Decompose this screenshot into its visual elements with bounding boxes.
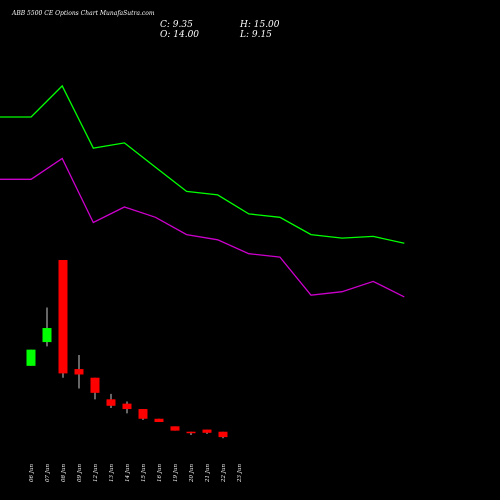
candle-20-jun xyxy=(186,431,196,435)
candle-15-jun xyxy=(138,409,148,420)
upper-band-line xyxy=(0,84,405,244)
candle-body xyxy=(26,349,36,366)
x-tick-label: 08 Jun xyxy=(61,464,67,482)
candle-body xyxy=(218,431,228,438)
x-tick-label: 13 Jun xyxy=(109,464,115,482)
candle-21-jun xyxy=(202,429,212,434)
candle-body xyxy=(186,431,196,434)
x-tick-label: 07 Jun xyxy=(45,464,51,482)
candle-body xyxy=(106,399,116,406)
candle-body xyxy=(202,429,212,433)
candle-22-jun xyxy=(218,431,228,439)
x-tick-label: 20 Jun xyxy=(189,464,195,483)
candle-body xyxy=(42,328,52,343)
candle-19-jun xyxy=(170,426,180,431)
open-value: O: 14.00 xyxy=(160,30,200,40)
candle-body xyxy=(138,409,148,419)
x-tick-label: 23 Jun xyxy=(237,464,243,483)
candle-08-jun xyxy=(58,260,68,378)
candle-13-jun xyxy=(106,393,116,408)
x-tick-label: 09 Jun xyxy=(77,464,83,482)
close-value: C: 9.35 xyxy=(160,20,193,30)
x-tick-label: 12 Jun xyxy=(93,464,99,482)
candle-14-jun xyxy=(122,401,132,414)
candle-body xyxy=(154,418,164,422)
candle-06-jun xyxy=(26,349,36,366)
candle-12-jun xyxy=(90,377,100,400)
x-tick-label: 19 Jun xyxy=(173,464,179,482)
chart-title: ABB 5500 CE Options Chart MunafaSutra.co… xyxy=(12,10,155,17)
x-tick-label: 15 Jun xyxy=(141,464,147,482)
x-tick-label: 22 Jun xyxy=(221,464,227,483)
candle-body xyxy=(122,403,132,410)
x-tick-label: 06 Jun xyxy=(29,464,35,482)
lower-band-line xyxy=(0,157,405,298)
x-tick-label: 14 Jun xyxy=(125,464,131,482)
x-tick-label: 16 Jun xyxy=(157,464,163,482)
candle-body xyxy=(74,369,84,375)
candle-07-jun xyxy=(42,307,52,347)
candle-body xyxy=(170,426,180,431)
candle-body xyxy=(90,377,100,393)
candle-16-jun xyxy=(154,418,164,422)
candle-body xyxy=(58,260,68,374)
high-value: H: 15.00 xyxy=(240,20,280,30)
candle-09-jun xyxy=(74,355,84,389)
x-tick-label: 21 Jun xyxy=(205,464,211,483)
low-value: L: 9.15 xyxy=(240,30,272,40)
